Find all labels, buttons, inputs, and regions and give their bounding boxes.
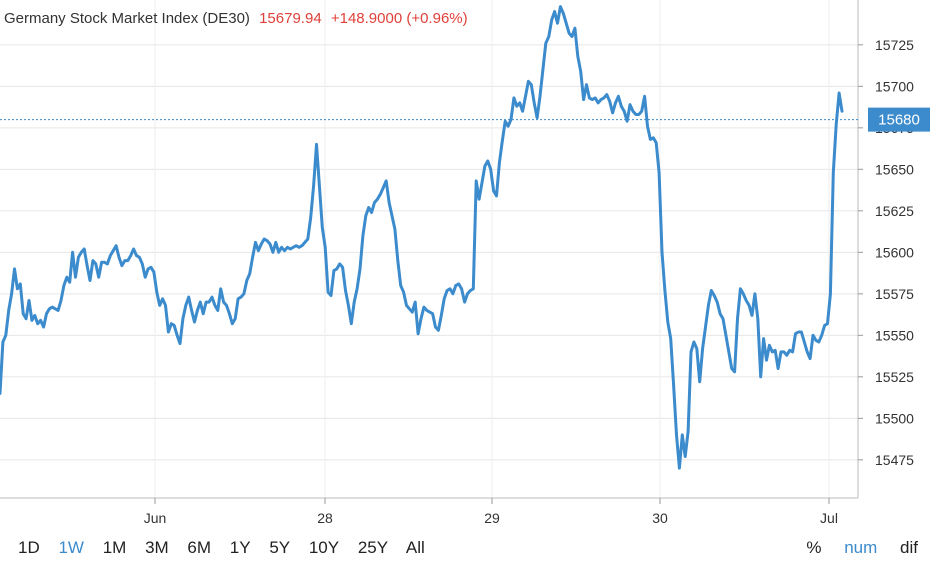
x-tick-label: Jul xyxy=(820,510,838,526)
x-tick-label: 28 xyxy=(317,510,333,526)
grid-lines xyxy=(0,0,859,499)
price-line xyxy=(0,5,844,470)
timeframe-all[interactable]: All xyxy=(405,538,425,557)
y-tick-label: 15725 xyxy=(875,37,914,53)
price-change: +148.9000 (+0.96%) xyxy=(330,10,468,27)
x-axis: Jun 28 29 30 Jul xyxy=(144,498,838,526)
y-axis: 15475 15500 15525 15550 15575 15600 15625 15650… xyxy=(858,37,914,468)
y-tick-label: 15600 xyxy=(875,244,914,260)
y-tick-label: 15550 xyxy=(875,327,914,343)
chart-title: Germany Stock Market Index (DE30) xyxy=(4,10,250,27)
y-tick-label: 15625 xyxy=(875,203,914,219)
current-price-label: 15680 xyxy=(878,112,920,129)
x-tick-label: Jun xyxy=(144,510,167,526)
x-tick-label: 30 xyxy=(652,510,668,526)
mode-dif[interactable]: dif xyxy=(900,538,918,557)
y-tick-label: 15500 xyxy=(875,410,914,426)
timeframe-1m[interactable]: 1M xyxy=(102,538,127,557)
timeframe-25y[interactable]: 25Y xyxy=(357,538,389,557)
x-tick-label: 29 xyxy=(484,510,500,526)
timeframe-selector: 1D 1W 1M 3M 6M 1Y 5Y 10Y 25Y All xyxy=(18,538,439,558)
last-price: 15679.94 xyxy=(259,10,322,27)
y-tick-label: 15650 xyxy=(875,161,914,177)
mode-num[interactable]: num xyxy=(844,538,878,557)
timeframe-6m[interactable]: 6M xyxy=(187,538,212,557)
timeframe-1d[interactable]: 1D xyxy=(18,538,40,557)
timeframe-5y[interactable]: 5Y xyxy=(269,538,291,557)
timeframe-1w[interactable]: 1W xyxy=(58,538,84,557)
current-price-badge: 15680 xyxy=(868,107,930,132)
y-tick-label: 15700 xyxy=(875,78,914,94)
timeframe-3m[interactable]: 3M xyxy=(145,538,169,557)
y-tick-label: 15575 xyxy=(875,286,914,302)
timeframe-1y[interactable]: 1Y xyxy=(229,538,251,557)
mode-percent[interactable]: % xyxy=(806,538,822,557)
timeframe-10y[interactable]: 10Y xyxy=(308,538,340,557)
y-tick-label: 15475 xyxy=(875,452,914,468)
y-tick-label: 15525 xyxy=(875,369,914,385)
chart-header: Germany Stock Market Index (DE30) 15679.… xyxy=(4,10,468,27)
display-mode-selector: % num dif xyxy=(788,538,918,558)
